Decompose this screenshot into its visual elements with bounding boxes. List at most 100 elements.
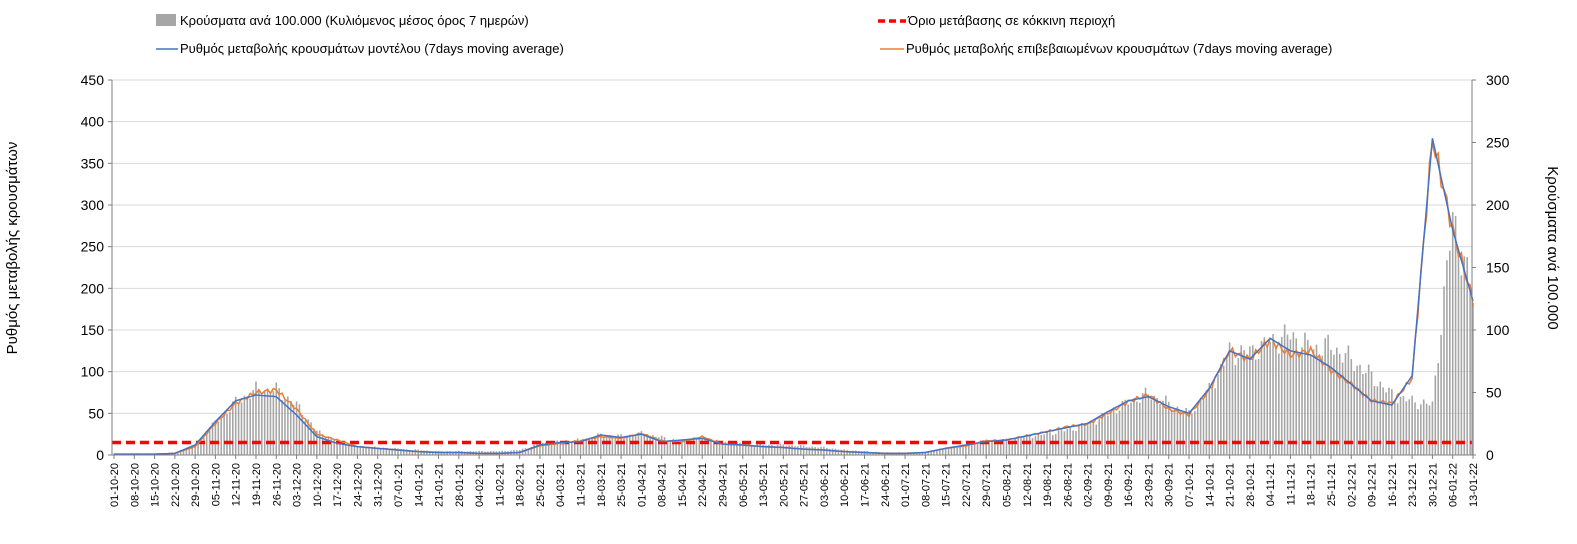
bar	[947, 448, 950, 455]
bar	[710, 441, 712, 455]
bar	[1364, 373, 1367, 455]
bar	[759, 443, 761, 455]
bar	[959, 445, 961, 455]
bar	[397, 448, 399, 455]
bar	[996, 440, 999, 455]
bar	[588, 437, 590, 455]
bar	[982, 440, 985, 455]
x-tick-label: 09-09-21	[1103, 463, 1115, 507]
x-tick-label: 08-04-21	[657, 463, 669, 507]
bar	[191, 445, 194, 455]
bar	[266, 388, 269, 455]
bar	[799, 445, 802, 455]
x-tick-label: 22-07-21	[961, 463, 973, 507]
bar	[1243, 350, 1245, 455]
y-right-tick-label: 300	[1486, 72, 1510, 88]
bar	[263, 390, 266, 455]
bar	[1286, 334, 1289, 455]
bar	[840, 449, 843, 455]
bar	[1434, 375, 1437, 455]
bar	[950, 447, 953, 455]
x-tick-label: 02-12-21	[1346, 463, 1358, 507]
bar	[411, 449, 414, 455]
bar	[820, 446, 822, 455]
bar	[1420, 404, 1422, 455]
bar	[1052, 435, 1054, 455]
bar	[1318, 355, 1321, 455]
bar	[852, 450, 854, 455]
bar	[672, 438, 675, 455]
bar	[1472, 303, 1474, 455]
bar	[1208, 382, 1211, 455]
bar	[1060, 430, 1063, 455]
y-right-tick-label: 250	[1486, 135, 1510, 151]
bar	[356, 446, 359, 455]
bar	[965, 444, 967, 455]
bar	[646, 437, 648, 455]
y-right-tick-label: 0	[1486, 447, 1494, 463]
bar	[1324, 338, 1326, 455]
bar	[524, 448, 527, 455]
bar	[991, 441, 993, 455]
bar	[1376, 386, 1379, 455]
bar	[391, 448, 393, 455]
x-tick-label: 26-08-21	[1062, 463, 1074, 507]
bar	[1199, 399, 1202, 455]
bar	[179, 450, 182, 455]
bar	[1385, 392, 1387, 455]
bar	[542, 442, 544, 455]
y-right-tick-label: 200	[1486, 197, 1510, 213]
bar	[770, 445, 773, 455]
bar	[765, 445, 767, 455]
bar	[1393, 399, 1396, 455]
bar	[1260, 340, 1263, 455]
bars-series	[113, 212, 1474, 455]
bar	[1417, 409, 1419, 455]
bar	[431, 451, 434, 455]
y-left-tick-label: 250	[81, 239, 105, 255]
bar	[794, 446, 796, 455]
bar	[1089, 421, 1092, 455]
x-tick-label: 04-02-21	[474, 463, 486, 507]
bar	[1136, 401, 1138, 455]
bar	[1182, 412, 1185, 455]
bar	[1440, 334, 1442, 455]
bar	[371, 446, 373, 455]
bar	[628, 434, 631, 455]
bar	[605, 435, 608, 455]
bar	[727, 442, 730, 455]
bar	[988, 442, 990, 455]
x-tick-label: 24-06-21	[880, 463, 892, 507]
bar	[1396, 403, 1399, 455]
bar	[1130, 402, 1132, 455]
x-tick-label: 10-06-21	[839, 463, 851, 507]
bar	[260, 396, 263, 455]
bar	[1367, 364, 1370, 455]
bar	[686, 441, 689, 455]
bar	[1280, 336, 1283, 455]
bar	[530, 446, 533, 455]
bar	[246, 396, 249, 455]
bar	[600, 433, 602, 455]
bar	[1040, 434, 1043, 455]
bar	[1446, 260, 1448, 455]
bar	[1112, 409, 1115, 455]
bar	[1127, 404, 1129, 455]
x-tick-label: 15-10-20	[150, 463, 162, 507]
bar	[1405, 401, 1408, 455]
bar	[834, 448, 837, 455]
y-left-tick-label: 100	[81, 364, 105, 380]
x-tick-label: 11-02-21	[494, 463, 506, 506]
bar	[831, 448, 834, 455]
bar	[1370, 371, 1373, 455]
bar	[849, 450, 851, 455]
x-tick-label: 23-12-21	[1407, 463, 1419, 507]
bar	[1295, 338, 1298, 455]
bar	[1153, 395, 1156, 455]
bar	[1257, 359, 1260, 455]
bar	[970, 443, 973, 455]
bar	[976, 443, 979, 455]
x-tick-label: 19-08-21	[1042, 463, 1054, 507]
bar	[1449, 250, 1451, 455]
bar	[655, 437, 657, 455]
